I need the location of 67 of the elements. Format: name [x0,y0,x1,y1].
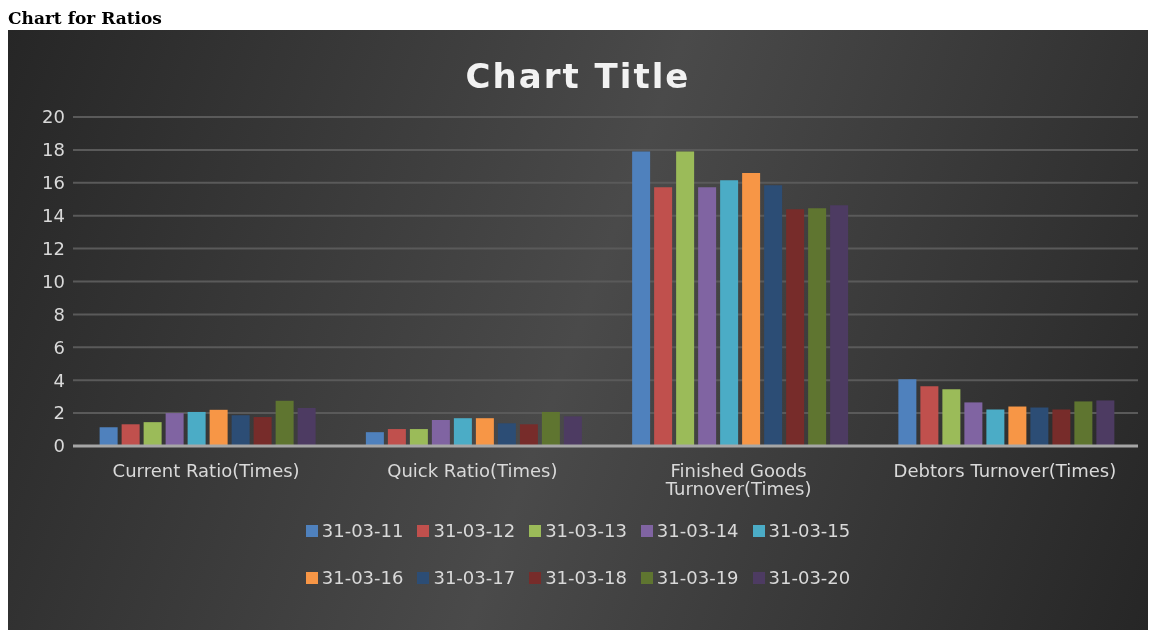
y-tick-label: 10 [42,270,65,292]
x-tick-label: Finished Goods Turnover(Times) [664,459,812,499]
bar [808,208,827,446]
bar [964,402,983,446]
y-tick-label: 18 [42,139,65,161]
chart-title: Chart for Ratios [8,8,163,30]
bar [742,173,761,446]
y-tick-label: 14 [42,205,65,227]
bar [187,411,206,446]
bar [475,418,494,446]
chart-subtitle: Chart Title [464,56,692,96]
legend-label: 31-03-16 [321,567,404,588]
y-tick-label: 20 [42,106,65,128]
bar [986,409,1005,446]
bar [99,427,118,446]
bar [830,205,849,446]
bar [453,418,472,446]
bar [497,423,516,446]
bar [541,411,560,446]
bar [942,389,961,446]
bar [720,180,739,446]
y-tick-label: 2 [53,402,65,424]
bar [632,151,651,446]
legend-label: 31-03-19 [656,567,739,588]
bar [165,413,184,446]
y-tick-label: 16 [42,172,65,194]
legend-label: 31-03-13 [545,520,627,541]
bar [898,379,917,446]
bar [786,209,805,446]
bar [1008,406,1027,446]
bar [1030,407,1049,446]
bar [297,408,316,446]
bar [387,429,406,446]
bar [698,187,717,446]
x-tick-label: Quick Ratio(Times) [387,459,558,481]
bar [253,417,272,446]
bar [1052,409,1071,446]
bar [519,424,538,446]
legend-label: 31-03-15 [768,520,851,541]
x-tick-label: Current Ratio(Times) [112,459,300,481]
y-tick-label: 4 [53,369,65,391]
legend-label: 31-03-11 [321,520,404,541]
bar [563,416,582,446]
legend-label: 31-03-18 [545,567,627,588]
legend-label: 31-03-14 [656,520,739,541]
bar [920,386,939,446]
bar [676,151,695,446]
x-tick-label: Debtors Turnover(Times) [893,459,1117,481]
bar [365,432,384,446]
bar [143,422,162,446]
bar [409,429,428,446]
bar [431,420,450,446]
bar [1096,400,1115,446]
legend-label: 31-03-12 [433,520,516,541]
bar [764,185,783,446]
y-tick-label: 6 [53,336,65,358]
y-tick-label: 0 [53,435,65,457]
bar [275,400,294,446]
bar [209,409,228,446]
bar [1074,401,1093,446]
bar [654,187,673,446]
legend-label: 31-03-20 [768,567,851,588]
legend-label: 31-03-17 [433,567,516,588]
bar [121,424,140,446]
y-tick-label: 12 [42,237,65,259]
bar [231,415,250,446]
y-tick-label: 8 [53,303,65,325]
